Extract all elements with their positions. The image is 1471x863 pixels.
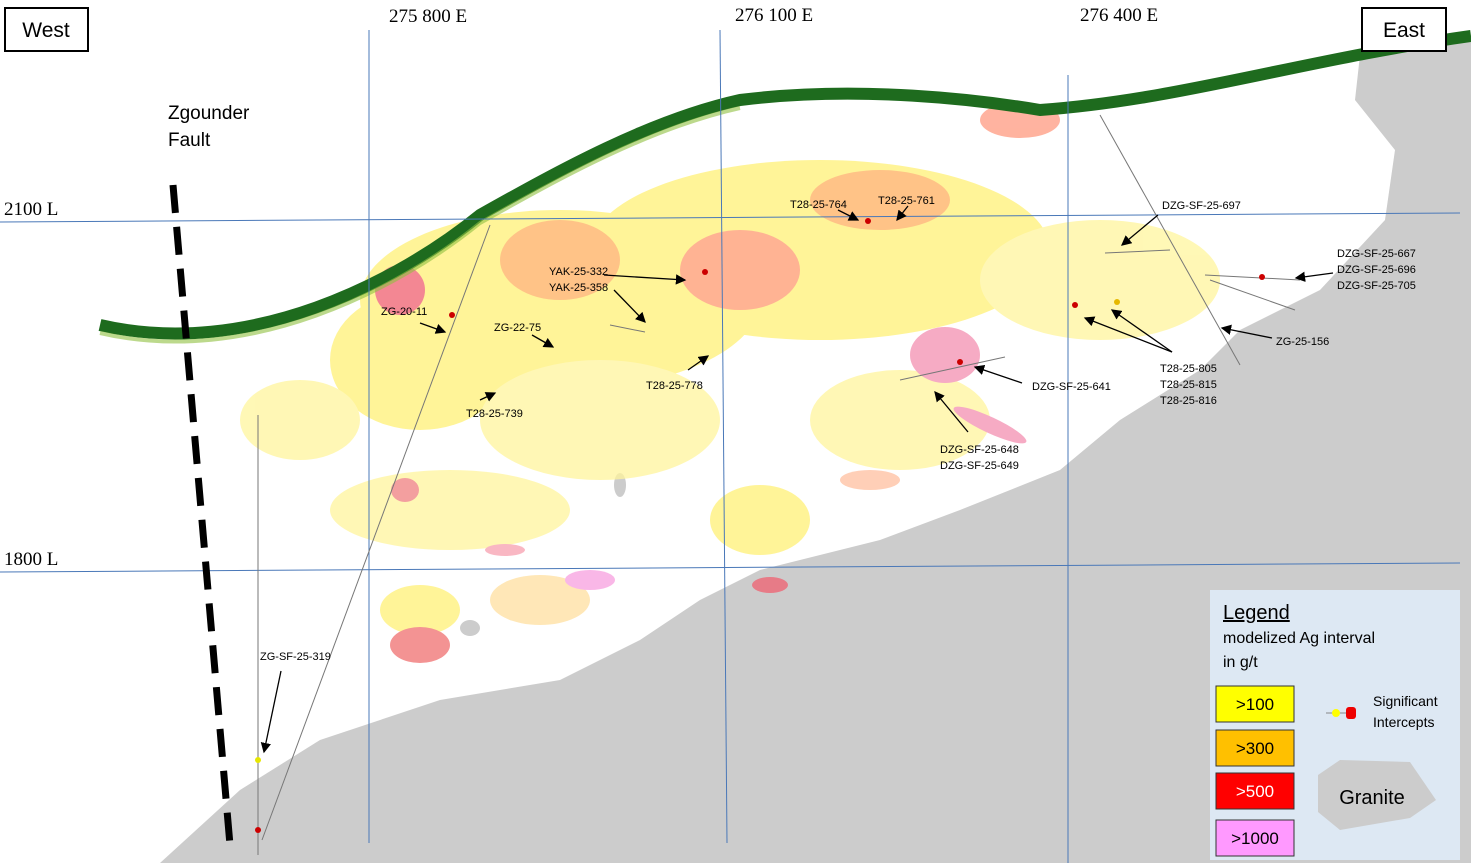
hole-label: ZG-20-11 (381, 306, 427, 318)
hole-label: T28-25-761 (878, 195, 935, 207)
topography (98, 30, 1471, 340)
mineralization (240, 102, 1220, 663)
easting-label: 275 800 E (389, 6, 467, 27)
hole-label: DZG-SF-25-667 (1337, 248, 1416, 260)
drill-traces (257, 114, 1301, 855)
topography-edge (99, 106, 741, 344)
level-label: 1800 L (4, 549, 58, 570)
hole-label: DZG-SF-25-648 (940, 444, 1019, 456)
fault-label: Fault (168, 130, 211, 151)
easting-label: 276 100 E (735, 5, 813, 26)
east-label: East (1383, 19, 1425, 42)
intercepts (255, 218, 1265, 833)
level-label: 2100 L (4, 199, 58, 220)
legend: Legend modelized Ag interval in g/t >100… (1210, 590, 1460, 860)
west-box (4, 7, 89, 52)
hole-label: ZG-22-75 (494, 322, 541, 334)
hole-label: YAK-25-332 (549, 266, 608, 278)
legend-title: Legend (1223, 602, 1290, 624)
fault-label: Zgounder (168, 103, 250, 124)
hole-label: DZG-SF-25-705 (1337, 280, 1416, 292)
legend-class: >500 (1236, 782, 1274, 801)
hole-label: DZG-SF-25-696 (1337, 264, 1416, 276)
hole-label: T28-25-778 (646, 380, 703, 392)
hole-label: T28-25-815 (1160, 379, 1217, 391)
hole-label: YAK-25-358 (549, 282, 608, 294)
legend-intercepts: Significant (1373, 693, 1438, 709)
legend-subtitle: in g/t (1223, 654, 1258, 671)
legend-intercepts: Intercepts (1373, 714, 1434, 730)
hole-label: DZG-SF-25-697 (1162, 200, 1241, 212)
east-box (1361, 7, 1447, 52)
legend-granite: Granite (1339, 787, 1405, 809)
grid (0, 29, 1461, 863)
hole-label: T28-25-816 (1160, 395, 1217, 407)
hole-label: ZG-SF-25-319 (260, 651, 331, 663)
hole-label: DZG-SF-25-649 (940, 460, 1019, 472)
hole-labels: T28-25-764 T28-25-761 DZG-SF-25-697 DZG-SF-… (260, 195, 1416, 663)
west-label: West (22, 19, 70, 42)
hole-label: ZG-25-156 (1276, 336, 1329, 348)
fault-line (169, 184, 234, 846)
hole-label: DZG-SF-25-641 (1032, 381, 1111, 393)
easting-label: 276 400 E (1080, 5, 1158, 26)
legend-class: >300 (1236, 739, 1274, 758)
legend-class: >100 (1236, 695, 1274, 714)
legend-subtitle: modelized Ag interval (1223, 630, 1375, 647)
hole-label: T28-25-805 (1160, 363, 1217, 375)
arrows (260, 205, 1334, 754)
hole-label: T28-25-739 (466, 408, 523, 420)
legend-class: >1000 (1231, 829, 1279, 848)
hole-label: T28-25-764 (790, 199, 847, 211)
